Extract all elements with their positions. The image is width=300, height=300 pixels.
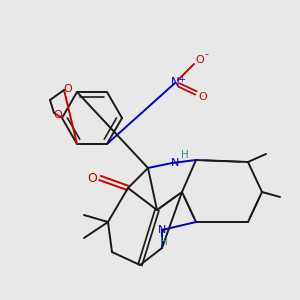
Text: O: O bbox=[54, 110, 62, 120]
Text: H: H bbox=[160, 237, 168, 247]
Text: -: - bbox=[204, 49, 208, 59]
Text: O: O bbox=[196, 55, 204, 65]
Text: O: O bbox=[199, 92, 207, 102]
Text: N: N bbox=[171, 76, 179, 89]
Text: +: + bbox=[178, 74, 185, 83]
Text: N: N bbox=[171, 158, 179, 168]
Text: O: O bbox=[64, 84, 72, 94]
Text: H: H bbox=[181, 150, 189, 160]
Text: N: N bbox=[158, 225, 166, 235]
Text: O: O bbox=[87, 172, 97, 184]
